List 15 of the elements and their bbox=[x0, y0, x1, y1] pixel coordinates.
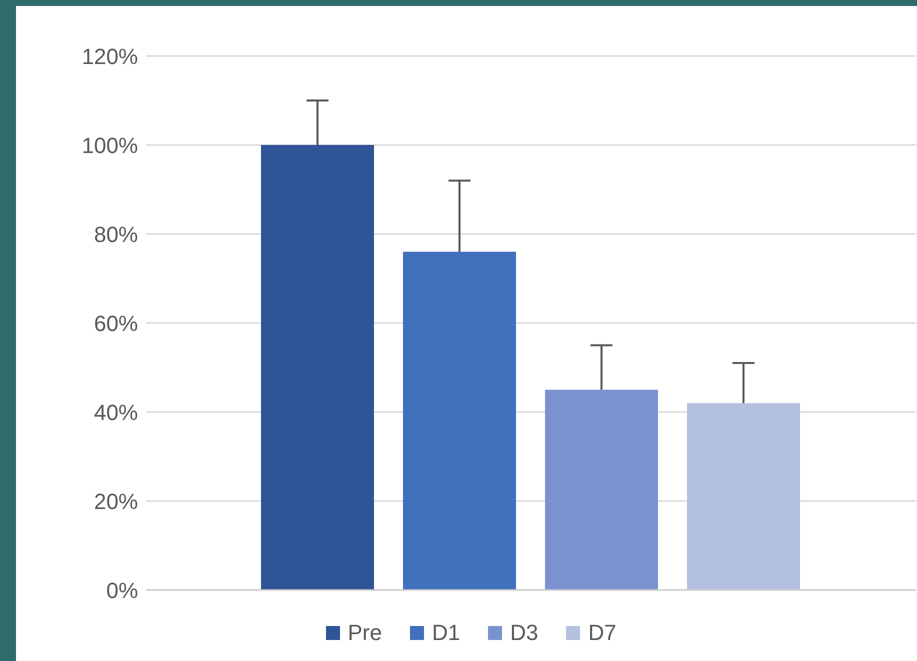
bar bbox=[403, 252, 516, 590]
y-tick-label: 100% bbox=[82, 132, 138, 158]
bar bbox=[687, 403, 800, 590]
y-tick-label: 60% bbox=[94, 310, 138, 336]
legend-label: D7 bbox=[588, 620, 616, 646]
legend-label: D1 bbox=[432, 620, 460, 646]
y-tick-label: 80% bbox=[94, 222, 138, 247]
y-tick-label: 0% bbox=[106, 578, 138, 603]
y-tick-label: 40% bbox=[94, 400, 138, 425]
y-tick-label: 20% bbox=[94, 488, 138, 514]
legend-label: D3 bbox=[510, 620, 538, 646]
bar bbox=[545, 390, 658, 590]
bar bbox=[261, 145, 374, 590]
y-tick-label: 120% bbox=[82, 44, 138, 69]
legend-label: Pre bbox=[348, 620, 382, 646]
